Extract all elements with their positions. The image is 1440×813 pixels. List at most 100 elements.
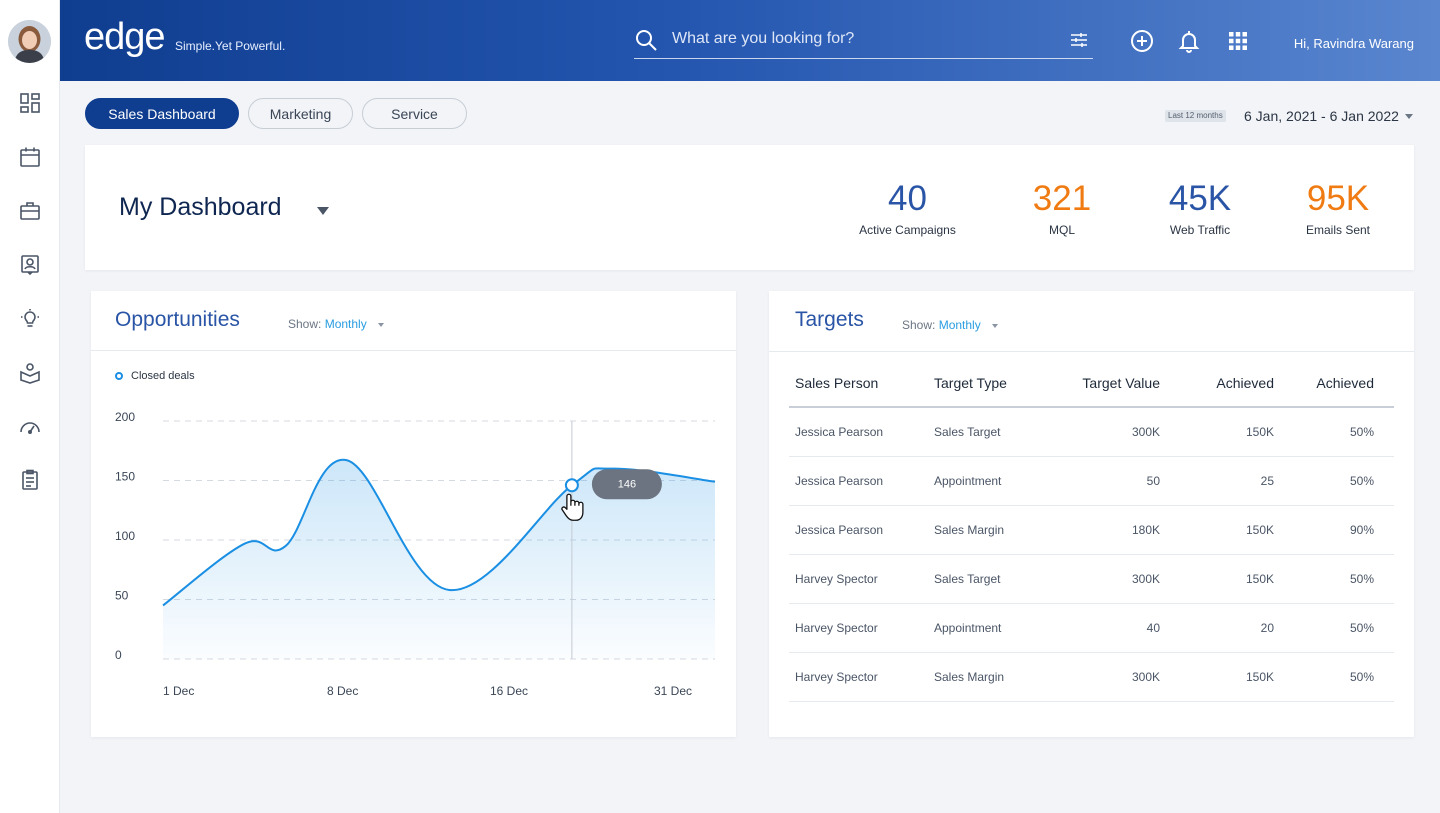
opportunities-chart[interactable]: 0 50 100 150 200 1 Dec 8 Dec 16 Dec 31 Dec 146 <box>91 291 736 737</box>
x-tick-label: 31 Dec <box>654 684 692 698</box>
brand-tagline: Simple.Yet Powerful. <box>175 39 286 53</box>
tab-service[interactable]: Service <box>362 98 467 129</box>
hand-cursor-icon <box>561 493 584 521</box>
x-tick-label: 1 Dec <box>163 684 194 698</box>
kpi-label: Active Campaigns <box>859 223 956 237</box>
table-row[interactable]: Jessica Pearson Sales Margin 180K 150K 90% <box>789 505 1394 555</box>
table-cell: 180K <box>1046 505 1166 555</box>
briefcase-icon[interactable] <box>17 198 43 224</box>
x-tick-label: 16 Dec <box>490 684 528 698</box>
table-cell: Sales Target <box>928 407 1046 457</box>
brand-logo[interactable]: edge <box>84 16 166 58</box>
table-cell: 50% <box>1280 554 1394 604</box>
column-header[interactable]: Target Value <box>1046 359 1166 408</box>
kpi-value: 45K <box>1168 179 1232 218</box>
calendar-icon[interactable] <box>17 144 43 170</box>
column-header[interactable]: Sales Person <box>789 359 928 408</box>
table-cell: 150K <box>1166 505 1280 555</box>
date-range-badge: Last 12 months <box>1165 110 1226 122</box>
table-row[interactable]: Jessica Pearson Sales Target 300K 150K 50% <box>789 407 1394 457</box>
avatar[interactable] <box>8 20 51 63</box>
filter-sliders-icon[interactable] <box>1069 30 1089 50</box>
table-cell: Harvey Spector <box>789 652 928 702</box>
opportunities-title: Opportunities <box>115 308 240 331</box>
show-label: Show: <box>288 317 322 331</box>
opportunities-show-filter: Show: Monthly <box>288 317 385 331</box>
show-period-dropdown[interactable]: Monthly <box>938 318 981 332</box>
table-cell: 50 <box>1046 456 1166 506</box>
series-line <box>162 459 716 607</box>
table-cell: Harvey Spector <box>789 554 928 604</box>
panel-divider <box>91 350 736 351</box>
y-tick-label: 0 <box>115 648 122 662</box>
search-icon[interactable] <box>634 28 658 52</box>
user-greeting[interactable]: Hi, Ravindra Warang <box>1293 36 1414 51</box>
table-cell: 150K <box>1166 652 1280 702</box>
chevron-down-icon[interactable] <box>1405 114 1413 119</box>
table-row[interactable]: Harvey Spector Appointment 40 20 50% <box>789 603 1394 653</box>
notification-bell-icon[interactable] <box>1177 29 1201 53</box>
clipboard-icon[interactable] <box>17 467 43 493</box>
chevron-down-icon[interactable] <box>378 322 385 327</box>
table-cell: Sales Margin <box>928 505 1046 555</box>
legend-marker <box>115 372 123 380</box>
kpi-value: 40 <box>888 179 927 218</box>
learning-icon[interactable] <box>17 360 43 386</box>
column-header[interactable]: Achieved <box>1166 359 1280 408</box>
tooltip-value: 146 <box>618 478 636 490</box>
table-cell: 50% <box>1280 407 1394 457</box>
speedometer-icon[interactable] <box>17 414 43 440</box>
kpi-label: MQL <box>1048 223 1075 237</box>
legend-label: Closed deals <box>131 370 195 382</box>
y-tick-label: 100 <box>115 529 135 543</box>
x-tick-label: 8 Dec <box>327 684 358 698</box>
table-cell: 300K <box>1046 554 1166 604</box>
table-row[interactable]: Jessica Pearson Appointment 50 25 50% <box>789 456 1394 506</box>
targets-panel: Targets Show: Monthly Sales Person Targe… <box>769 291 1414 737</box>
table-cell: Appointment <box>928 603 1046 653</box>
tab-marketing[interactable]: Marketing <box>248 98 353 129</box>
targets-show-filter: Show: Monthly <box>902 318 999 332</box>
column-header[interactable]: Achieved <box>1280 359 1394 408</box>
dashboard-dropdown-icon[interactable] <box>317 207 329 215</box>
table-cell: 150K <box>1166 407 1280 457</box>
table-row[interactable]: Harvey Spector Sales Margin 300K 150K 50% <box>789 652 1394 702</box>
top-header: edge Simple.Yet Powerful. Hi, Ravindra W… <box>60 0 1440 81</box>
table-cell: Jessica Pearson <box>789 456 928 506</box>
table-cell: 150K <box>1166 554 1280 604</box>
kpi-label: Web Traffic <box>1169 223 1231 237</box>
add-circle-icon[interactable] <box>1130 29 1154 53</box>
highlight-point[interactable] <box>564 478 579 493</box>
dashboard-icon[interactable] <box>17 90 43 116</box>
targets-table: Sales Person Target Type Target Value Ac… <box>789 359 1394 702</box>
date-range-selector[interactable]: 6 Jan, 2021 - 6 Jan 2022 <box>1244 108 1399 124</box>
kpi-value: 95K <box>1306 179 1370 218</box>
kpi-active-campaigns: 40 Active Campaigns <box>850 179 965 237</box>
table-cell: Sales Margin <box>928 652 1046 702</box>
contact-card-icon[interactable] <box>17 252 43 278</box>
column-header[interactable]: Target Type <box>928 359 1046 408</box>
kpi-label: Emails Sent <box>1305 223 1371 237</box>
sidebar <box>0 0 60 813</box>
kpi-web-traffic: 45K Web Traffic <box>1145 179 1255 237</box>
search-bar <box>634 22 1093 59</box>
table-cell: 50% <box>1280 603 1394 653</box>
show-period-dropdown[interactable]: Monthly <box>324 317 367 331</box>
y-tick-label: 150 <box>115 470 135 484</box>
apps-grid-icon[interactable] <box>1226 29 1250 53</box>
table-cell: 300K <box>1046 407 1166 457</box>
table-row[interactable]: Harvey Spector Sales Target 300K 150K 50% <box>789 554 1394 604</box>
tab-sales-dashboard[interactable]: Sales Dashboard <box>85 98 239 129</box>
dashboard-summary-card: My Dashboard 40 Active Campaigns 321 MQL… <box>85 145 1414 270</box>
kpi-value: 321 <box>1032 179 1092 218</box>
lightbulb-icon[interactable] <box>17 306 43 332</box>
table-cell: 50% <box>1280 456 1394 506</box>
panel-divider <box>769 351 1414 352</box>
table-cell: Harvey Spector <box>789 603 928 653</box>
chart-tooltip: 146 <box>591 469 662 500</box>
chevron-down-icon[interactable] <box>992 323 999 328</box>
table-cell: Appointment <box>928 456 1046 506</box>
targets-title: Targets <box>795 308 864 331</box>
search-input[interactable] <box>672 30 1052 48</box>
kpi-emails-sent: 95K Emails Sent <box>1283 179 1393 237</box>
